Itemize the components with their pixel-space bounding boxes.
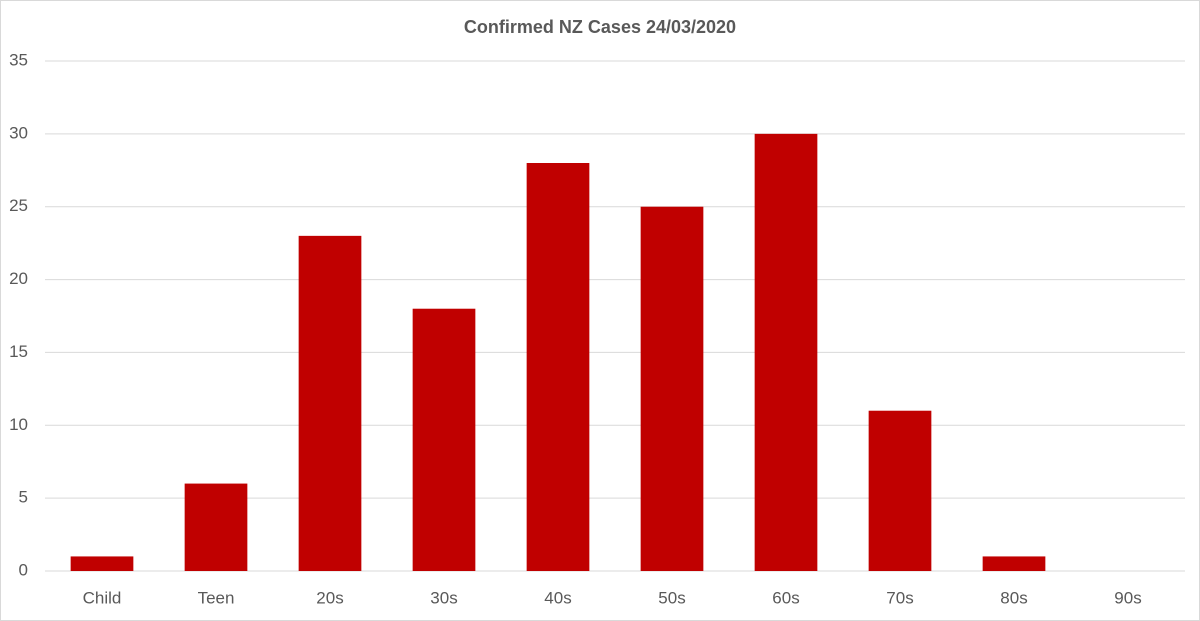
bar bbox=[184, 483, 248, 571]
y-tick-label: 20 bbox=[9, 269, 28, 288]
x-tick-label: 70s bbox=[886, 588, 913, 607]
x-tick-label: Child bbox=[83, 588, 122, 607]
x-tick-label: 50s bbox=[658, 588, 685, 607]
bar bbox=[70, 556, 134, 571]
y-tick-label: 5 bbox=[19, 488, 28, 507]
bar bbox=[868, 410, 932, 571]
y-tick-label: 0 bbox=[19, 560, 28, 579]
y-tick-label: 10 bbox=[9, 415, 28, 434]
x-tick-label: 20s bbox=[316, 588, 343, 607]
y-tick-label: 25 bbox=[9, 196, 28, 215]
bar bbox=[754, 133, 818, 571]
x-tick-label: 80s bbox=[1000, 588, 1027, 607]
x-tick-label: 30s bbox=[430, 588, 457, 607]
x-tick-label: 90s bbox=[1114, 588, 1141, 607]
bar bbox=[526, 163, 590, 571]
x-tick-label: 40s bbox=[544, 588, 571, 607]
y-tick-label: 30 bbox=[9, 123, 28, 142]
x-tick-label: Teen bbox=[198, 588, 235, 607]
x-tick-label: 60s bbox=[772, 588, 799, 607]
y-tick-label: 15 bbox=[9, 342, 28, 361]
bar bbox=[982, 556, 1046, 571]
chart-title: Confirmed NZ Cases 24/03/2020 bbox=[464, 17, 736, 37]
bar bbox=[298, 235, 362, 571]
bar bbox=[412, 308, 476, 571]
y-tick-label: 35 bbox=[9, 50, 28, 69]
bar bbox=[640, 206, 704, 571]
